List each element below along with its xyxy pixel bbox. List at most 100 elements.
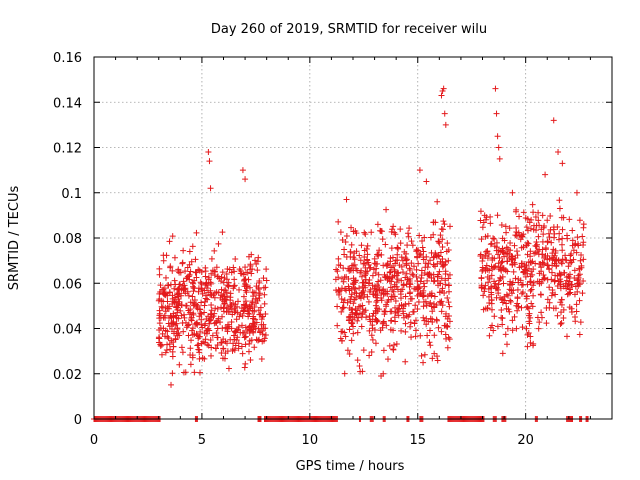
data-point (199, 290, 206, 297)
data-point (514, 307, 521, 314)
data-point (526, 318, 533, 325)
data-point (398, 254, 405, 261)
data-point (375, 278, 382, 285)
data-point (219, 229, 226, 236)
data-point (417, 332, 424, 339)
data-point (240, 293, 247, 300)
data-point (491, 264, 498, 271)
data-point (409, 308, 416, 315)
data-point (166, 289, 173, 296)
data-point (228, 269, 235, 276)
data-point (502, 331, 509, 338)
data-point (172, 312, 179, 319)
data-point (387, 308, 394, 315)
data-point (407, 319, 414, 326)
data-point (251, 303, 258, 310)
data-point (171, 285, 178, 292)
data-point (541, 274, 548, 281)
y-tick-label: 0.1 (61, 187, 82, 202)
data-point (164, 333, 171, 340)
data-point (217, 294, 224, 301)
data-point (339, 236, 346, 243)
data-point (171, 294, 178, 301)
data-point (552, 277, 559, 284)
data-point (155, 297, 162, 304)
data-point (174, 332, 181, 339)
data-point (538, 309, 545, 316)
y-tick-label: 0.16 (53, 51, 82, 66)
data-point (202, 264, 209, 271)
data-point (356, 362, 363, 369)
data-point (176, 269, 183, 276)
data-point (445, 275, 452, 282)
data-point (560, 306, 567, 313)
data-point (256, 328, 263, 335)
data-point (560, 314, 567, 321)
data-point (209, 267, 216, 274)
data-point (260, 325, 267, 332)
data-point (530, 282, 537, 289)
data-point (184, 322, 191, 329)
data-point (441, 110, 448, 117)
data-point (499, 350, 506, 357)
data-point (171, 254, 178, 261)
data-point (421, 234, 428, 241)
data-point (580, 224, 587, 231)
data-point (224, 348, 231, 355)
data-point (394, 276, 401, 283)
data-point (416, 232, 423, 239)
data-point (536, 319, 543, 326)
data-point (558, 241, 565, 248)
data-point (478, 236, 485, 243)
data-point (198, 311, 205, 318)
data-point (576, 271, 583, 278)
data-point (334, 322, 341, 329)
data-point (239, 329, 246, 336)
data-point (435, 282, 442, 289)
data-point (498, 307, 505, 314)
data-point (222, 296, 229, 303)
data-point (493, 239, 500, 246)
data-point (385, 275, 392, 282)
data-point (175, 286, 182, 293)
data-point (424, 332, 431, 339)
data-point (518, 304, 525, 311)
data-point (568, 251, 575, 258)
data-point (174, 291, 181, 298)
data-point (427, 342, 434, 349)
data-point (350, 228, 357, 235)
data-point (360, 347, 367, 354)
data-point (535, 209, 542, 216)
data-point (439, 259, 446, 266)
data-point (343, 232, 350, 239)
data-point (499, 321, 506, 328)
data-point (507, 282, 514, 289)
data-point (378, 251, 385, 258)
data-point (481, 288, 488, 295)
data-point (555, 257, 562, 264)
data-point (431, 304, 438, 311)
data-point (486, 267, 493, 274)
data-point (428, 292, 435, 299)
axis-ticks (93, 56, 612, 420)
data-point (179, 320, 186, 327)
data-point (387, 258, 394, 265)
data-point (402, 358, 409, 365)
data-point (239, 167, 246, 174)
data-point (446, 271, 453, 278)
data-point (398, 327, 405, 334)
data-point (224, 293, 231, 300)
data-point (358, 273, 365, 280)
data-point (529, 258, 536, 265)
data-point (486, 332, 493, 339)
data-point (364, 268, 371, 275)
data-point (196, 349, 203, 356)
data-point (431, 277, 438, 284)
data-point (518, 260, 525, 267)
data-point (247, 266, 254, 273)
data-point (350, 254, 357, 261)
data-point (491, 278, 498, 285)
data-point (394, 251, 401, 258)
data-point (366, 327, 373, 334)
data-point (215, 240, 222, 247)
